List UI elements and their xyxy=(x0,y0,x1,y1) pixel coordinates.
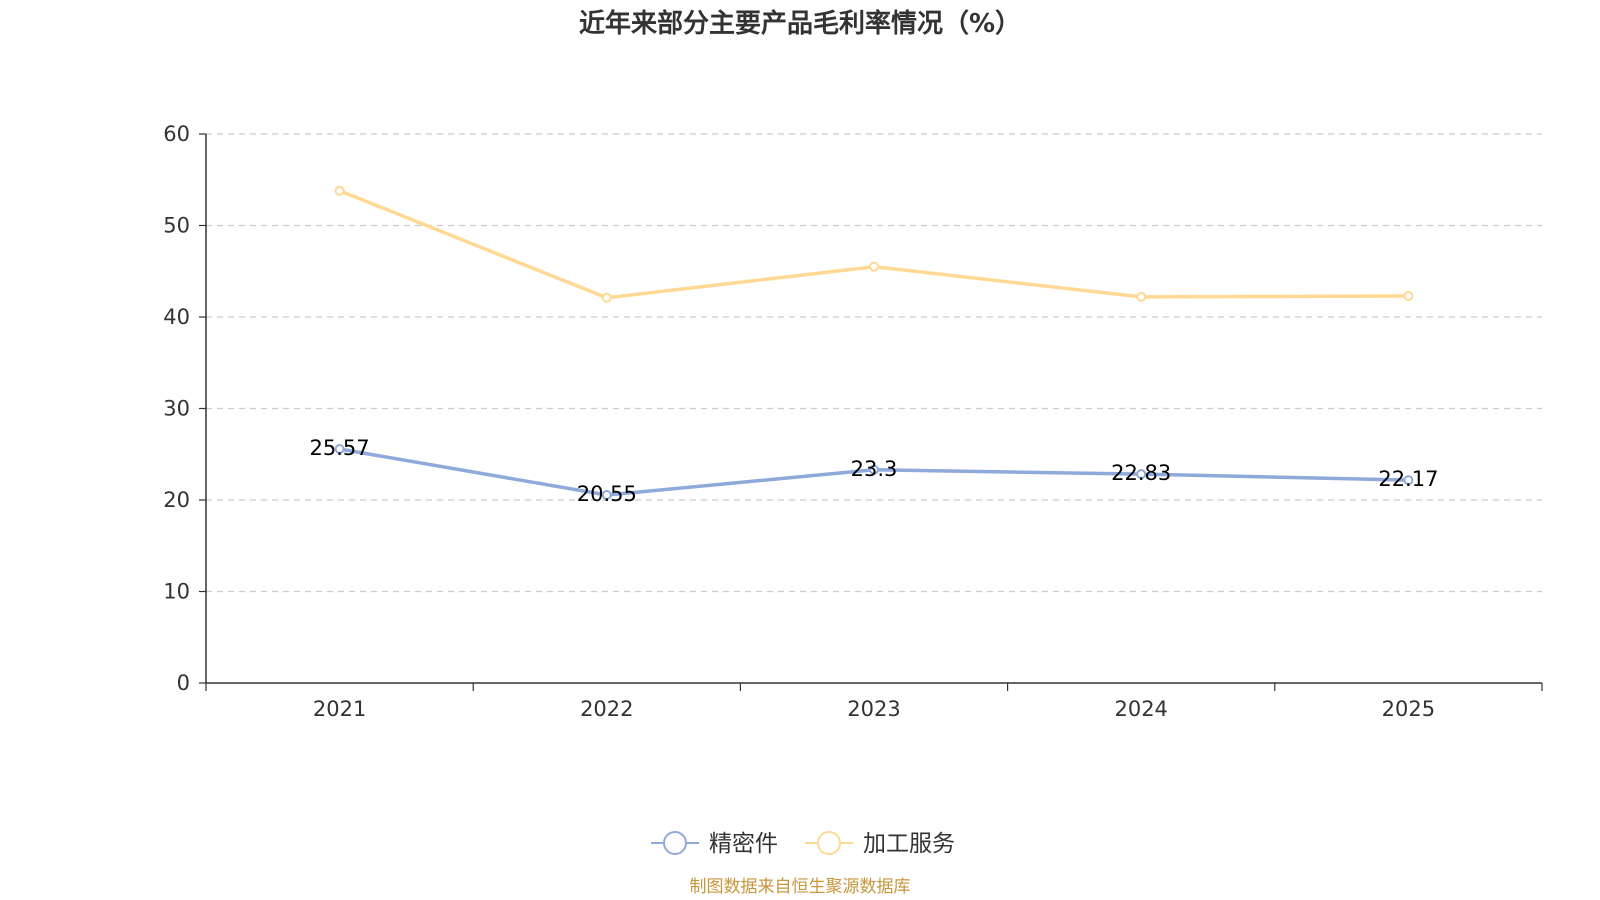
axes: 0 10 20 30 40 50 60 2021 2022 2023 2024 2025 xyxy=(163,122,1543,721)
y-tick-label: 40 xyxy=(163,305,190,329)
x-tick-label: 2024 xyxy=(1114,697,1167,721)
legend-label: 加工服务 xyxy=(863,831,955,857)
data-point xyxy=(1403,475,1414,486)
data-point xyxy=(1403,290,1414,301)
legend-marker-icon xyxy=(817,831,841,855)
legend-marker-icon xyxy=(663,831,687,855)
chart-title: 近年来部分主要产品毛利率情况（%） xyxy=(579,8,1021,39)
x-tick-label: 2022 xyxy=(580,697,633,721)
legend[interactable]: 精密件 加工服务 xyxy=(651,831,955,857)
x-tick-label: 2025 xyxy=(1382,697,1435,721)
grid-lines xyxy=(206,133,1542,593)
data-point xyxy=(869,261,879,272)
series-layer xyxy=(334,185,1414,500)
data-labels: 25.57 20.55 23.3 22.83 22.17 xyxy=(310,436,1439,506)
data-label: 23.3 xyxy=(851,457,898,481)
y-tick-label: 0 xyxy=(177,671,190,695)
y-tick-label: 10 xyxy=(163,580,190,604)
legend-item-1[interactable]: 精密件 xyxy=(651,831,778,857)
data-point xyxy=(1136,469,1147,480)
data-label: 22.83 xyxy=(1111,461,1171,485)
series-line-2 xyxy=(337,188,1411,300)
y-tick-label: 30 xyxy=(163,397,190,421)
data-point xyxy=(334,185,345,196)
data-label: 25.57 xyxy=(310,436,370,460)
y-tick-label: 50 xyxy=(163,214,190,238)
legend-item-2[interactable]: 加工服务 xyxy=(805,831,955,857)
x-tick-label: 2023 xyxy=(847,697,900,721)
source-note: 制图数据来自恒生聚源数据库 xyxy=(690,877,911,897)
data-label: 22.17 xyxy=(1378,467,1438,491)
data-point xyxy=(601,489,612,500)
data-point xyxy=(601,292,612,303)
data-point xyxy=(869,464,879,475)
data-point xyxy=(334,444,345,455)
legend-label: 精密件 xyxy=(709,831,778,857)
x-tick-label: 2021 xyxy=(313,697,366,721)
data-point xyxy=(1136,291,1147,302)
y-tick-label: 60 xyxy=(163,122,190,146)
y-tick-label: 20 xyxy=(163,488,190,512)
data-label: 20.55 xyxy=(577,482,637,506)
